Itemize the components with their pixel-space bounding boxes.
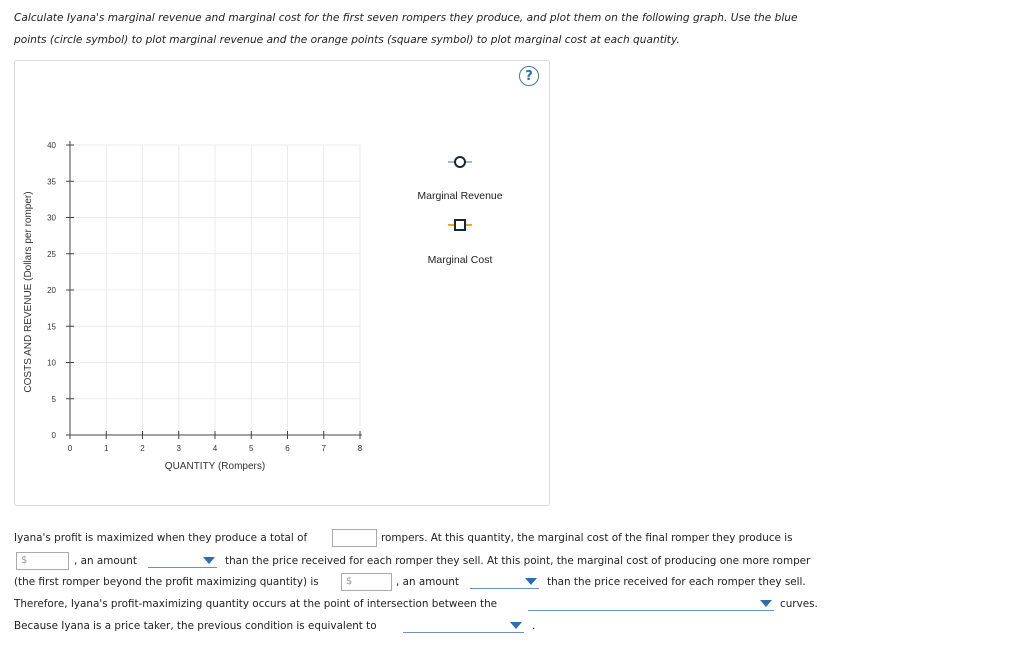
help-icon[interactable]: ? [519,66,539,86]
chevron-down-icon [510,622,522,629]
quantity-input[interactable] [332,529,377,547]
x-tick-label: 6 [285,444,290,453]
q3-pre-text: (the first romper beyond the profit maxi… [14,576,319,588]
x-tick-label: 4 [213,444,218,453]
x-axis-title: QUANTITY (Rompers) [165,461,265,472]
y-tick-label: 40 [47,141,56,150]
x-tick-label: 7 [322,444,327,453]
q1-pre-text: Iyana's profit is maximized when they pr… [14,532,308,544]
mc-final-input[interactable]: $ [16,552,69,570]
chevron-down-icon [525,578,537,585]
chevron-down-icon [760,600,772,607]
y-axis-title: COSTS AND REVENUE (Dollars per romper) [23,191,34,392]
y-tick-label: 30 [47,214,56,223]
chevron-down-icon [203,557,215,564]
q5-post-text: . [532,620,536,632]
legend-mc-label: Marginal Cost [428,254,493,266]
x-tick-label: 0 [68,444,73,453]
instructions-line-2: points (circle symbol) to plot marginal … [14,34,680,46]
legend-mc-square-icon[interactable] [454,219,466,231]
q2-post-text: than the price received for each romper … [225,555,811,567]
question-line-1: Iyana's profit is maximized when they pr… [14,532,307,544]
comparison-dropdown-2[interactable] [470,575,539,589]
condition-dropdown[interactable] [403,619,524,633]
legend-mr-label: Marginal Revenue [417,190,502,202]
legend-mr-circle-icon[interactable] [454,156,466,168]
y-tick-label: 20 [47,286,56,295]
q5-pre-text: Because Iyana is a price taker, the prev… [14,620,377,632]
x-tick-label: 2 [140,444,145,453]
y-tick-label: 15 [47,322,56,331]
y-tick-label: 10 [47,359,56,368]
curves-dropdown[interactable] [528,597,774,611]
x-tick-label: 1 [104,444,109,453]
y-tick-label: 35 [47,177,56,186]
q2-mid-text: , an amount [74,555,137,567]
y-tick-label: 5 [52,395,57,404]
dollar-sign: $ [21,555,28,566]
q3-mid-text: , an amount [396,576,459,588]
chart[interactable]: 0 1 2 3 4 5 6 7 8 0 5 10 15 20 25 30 35 40 QUANTITY (Rompe… [0,0,560,510]
y-tick-label: 25 [47,250,56,259]
x-tick-label: 5 [249,444,254,453]
q3-post-text: than the price received for each romper … [547,576,806,588]
x-tick-label: 3 [177,444,182,453]
x-tick-label: 8 [358,444,363,453]
mc-next-input[interactable]: $ [341,573,392,591]
instructions-line-1: Calculate Iyana's marginal revenue and m… [14,12,798,24]
dollar-sign: $ [346,576,353,587]
instructions: Calculate Iyana's marginal revenue and m… [14,7,1014,51]
y-tick-label: 0 [52,431,57,440]
q4-pre-text: Therefore, Iyana's profit-maximizing qua… [14,598,498,610]
q4-post-text: curves. [780,598,818,610]
q1-post-text: rompers. At this quantity, the marginal … [381,532,793,544]
comparison-dropdown-1[interactable] [148,554,217,568]
